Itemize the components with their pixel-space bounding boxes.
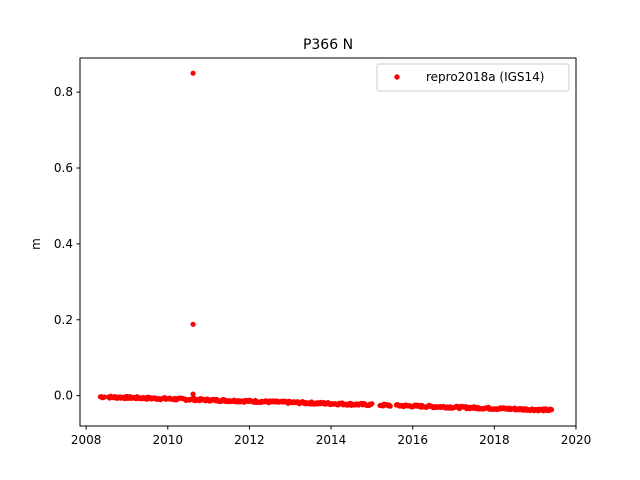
legend-label: repro2018a (IGS14) [426,70,544,84]
y-axis-label: m [29,238,43,250]
x-tick-label: 2020 [561,433,592,447]
axis-ticks: 2008 2010 2012 2014 2016 2018 2020 0.0 0.2 0.4 0.6… [54,85,591,447]
x-tick-label: 2010 [152,433,183,447]
x-tick-label: 2014 [316,433,347,447]
chart-title: P366 N [303,37,353,53]
y-tick-label: 0.8 [54,85,73,99]
plot-frame [79,57,577,427]
data-points [97,70,555,414]
data-point [548,407,555,413]
legend-box [376,63,570,92]
legend: repro2018a (IGS14) [376,63,570,92]
x-tick-label: 2008 [71,433,102,447]
data-point [190,391,196,397]
data-point [190,321,196,327]
data-point [387,403,393,409]
legend-marker [394,74,400,80]
x-tick-label: 2012 [234,433,265,447]
data-point [190,70,196,76]
x-tick-label: 2018 [479,433,510,447]
y-tick-label: 0.4 [54,237,73,251]
y-tick-label: 0.0 [54,389,73,403]
data-point [101,394,108,400]
data-point [369,401,375,407]
y-tick-label: 0.2 [54,313,73,327]
x-tick-label: 2016 [397,433,428,447]
y-tick-label: 0.6 [54,161,73,175]
